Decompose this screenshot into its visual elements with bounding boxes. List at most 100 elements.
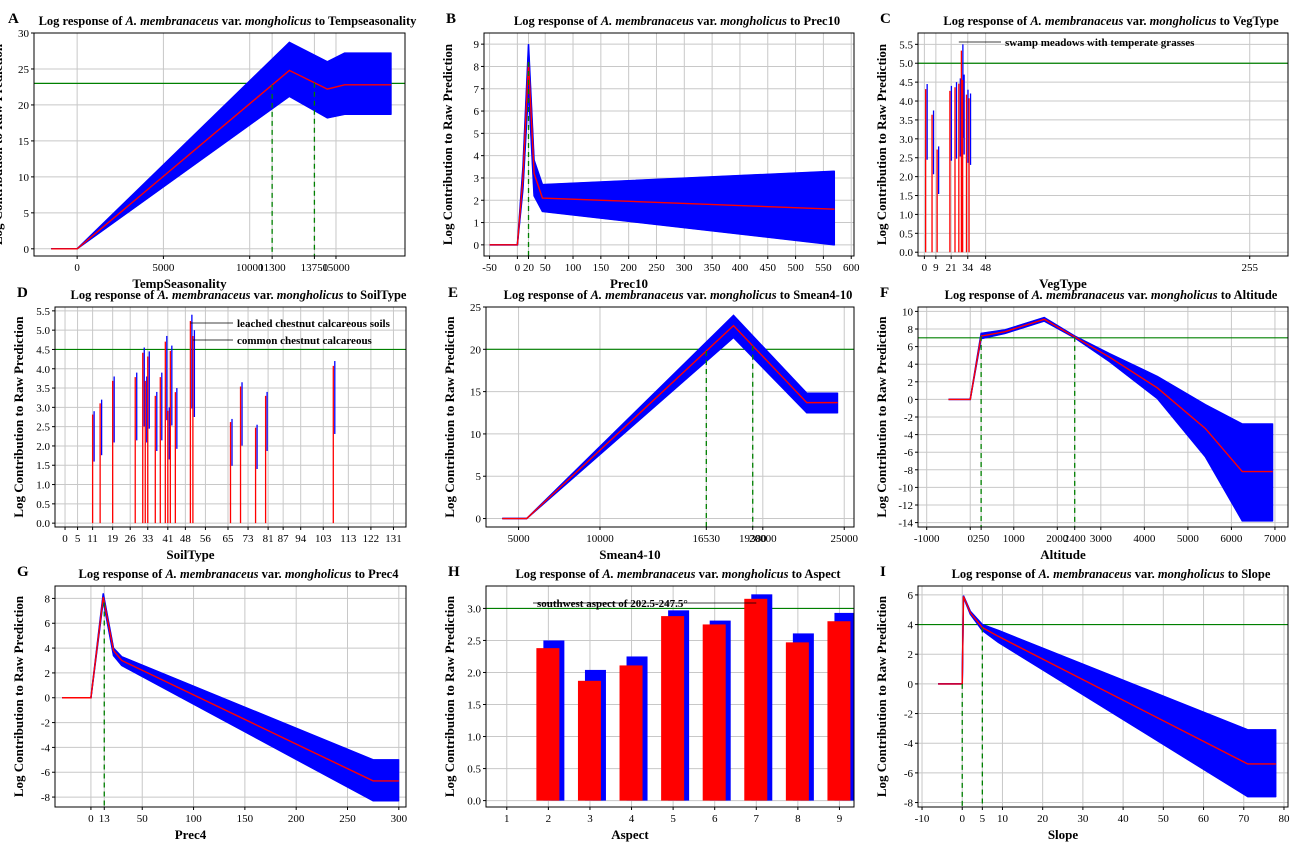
panel-label: D (17, 285, 28, 301)
y-tick-label: 0.5 (36, 499, 50, 511)
x-tick-label: 73 (243, 533, 255, 545)
x-tick-label: 20000 (749, 533, 777, 545)
bar-mean (785, 642, 809, 801)
y-tick-label: 0 (908, 394, 914, 406)
x-tick-label: 250 (973, 533, 990, 545)
y-tick-label: 4 (474, 151, 480, 163)
x-tick-label: -10 (915, 813, 930, 825)
panel-label: E (448, 285, 458, 301)
x-tick-label: 550 (815, 262, 832, 274)
x-tick-label: 200 (620, 262, 637, 274)
y-tick-label: -10 (898, 482, 913, 494)
y-tick-label: 5.0 (899, 58, 913, 70)
x-tick-label: 4000 (1133, 533, 1156, 545)
y-tick-label: 6 (908, 590, 914, 602)
y-tick-label: 0 (474, 240, 480, 252)
y-tick-label: 2.5 (899, 153, 913, 165)
y-tick-label: 6 (908, 342, 914, 354)
y-axis-label: Log Contribution to Raw Prediction (874, 43, 889, 245)
y-tick-label: 0 (908, 679, 914, 691)
x-tick-label: 5000 (1177, 533, 1200, 545)
y-tick-label: -2 (41, 718, 50, 730)
x-tick-label: 87 (278, 533, 290, 545)
y-tick-label: 5.5 (899, 39, 913, 51)
x-tick-label: 0 (959, 813, 965, 825)
annotation-text: common chestnut calcareous (237, 335, 373, 347)
chart-title: Log response of A. membranaceus var. mon… (515, 567, 841, 581)
annotation-text: leached chestnut calcareous soils (237, 318, 391, 330)
x-axis-label: Prec4 (175, 827, 207, 842)
y-tick-label: 4 (908, 359, 914, 371)
x-tick-label: 34 (962, 262, 974, 274)
x-tick-label: 10000 (586, 533, 614, 545)
y-tick-label: 2 (908, 649, 914, 661)
x-tick-label: 6000 (1220, 533, 1243, 545)
upper-series-line (502, 314, 838, 520)
y-tick-label: 2 (908, 377, 914, 389)
x-axis-label: Smean4-10 (599, 547, 660, 562)
x-tick-label: 450 (760, 262, 777, 274)
annotation-text: southwest aspect of 202.5-247.5° (537, 598, 688, 610)
y-tick-label: 7 (474, 84, 480, 96)
y-tick-label: 10 (902, 306, 914, 318)
x-tick-label: 65 (222, 533, 234, 545)
confidence-band (938, 595, 1277, 798)
y-tick-label: 15 (18, 136, 30, 148)
x-tick-label: 5 (980, 813, 986, 825)
x-tick-label: 81 (263, 533, 274, 545)
chart-title: Log response of A. membranaceus var. mon… (514, 14, 840, 28)
y-tick-label: 0.5 (899, 228, 913, 240)
x-tick-label: 80 (1278, 813, 1290, 825)
y-axis-label: Log Contribution to Raw Prediction (874, 595, 889, 797)
plot-area (918, 316, 1288, 527)
y-tick-label: -4 (41, 742, 51, 754)
y-tick-label: 1.5 (36, 460, 50, 472)
chart-title: Log response of A. membranaceus var. mon… (79, 567, 400, 581)
y-tick-label: -2 (904, 412, 913, 424)
x-tick-label: 400 (732, 262, 749, 274)
x-tick-label: 250 (339, 813, 356, 825)
bar-mean (661, 616, 685, 801)
x-tick-label: 200 (288, 813, 305, 825)
x-tick-label: 0 (515, 262, 521, 274)
y-tick-label: 5.0 (36, 325, 50, 337)
x-tick-label: 5000 (152, 262, 175, 274)
x-axis-label: TempSeasonality (132, 276, 227, 291)
plot-frame (33, 32, 406, 257)
x-tick-label: 50 (1158, 813, 1170, 825)
grid (918, 307, 1288, 527)
x-tick-label: 13750 (301, 262, 329, 274)
plot-frame (483, 32, 855, 257)
x-tick-label: 300 (391, 813, 408, 825)
y-axis-label: Log Contribution to Raw Prediction (442, 595, 457, 797)
grid (918, 33, 1288, 256)
x-tick-label: 20 (1037, 813, 1049, 825)
lower-series-line (502, 336, 838, 520)
x-tick-label: 2 (546, 813, 552, 825)
x-tick-label: 26 (125, 533, 137, 545)
x-tick-label: 25000 (830, 533, 858, 545)
y-tick-label: 5 (474, 128, 480, 140)
x-tick-label: 600 (843, 262, 860, 274)
x-tick-label: 11 (87, 533, 98, 545)
plot-area (489, 44, 836, 256)
y-tick-label: 1.0 (899, 209, 913, 221)
x-tick-label: 41 (162, 533, 173, 545)
x-tick-label: 15000 (322, 262, 350, 274)
x-tick-label: 5 (670, 813, 676, 825)
y-tick-label: 0.0 (467, 796, 481, 808)
x-tick-label: 56 (200, 533, 212, 545)
x-tick-label: 3 (587, 813, 593, 825)
y-tick-label: -8 (41, 792, 51, 804)
bar-mean (702, 624, 726, 801)
bar-mean (536, 648, 560, 801)
panel-label: A (8, 11, 19, 27)
y-tick-label: 2.0 (467, 667, 481, 679)
x-tick-label: 350 (704, 262, 721, 274)
y-tick-label: 8 (474, 61, 480, 73)
x-tick-label: 10000 (236, 262, 264, 274)
x-tick-label: 9 (933, 262, 939, 274)
